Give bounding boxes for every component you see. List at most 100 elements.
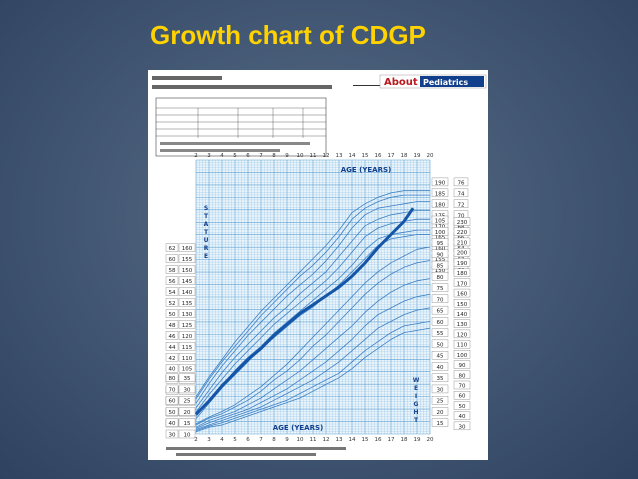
- right-weight-lb-tick-box: [453, 391, 471, 400]
- right-weight-lb-tick-label: 170: [457, 281, 468, 287]
- left-weight-lb-tick-box: [165, 418, 179, 427]
- weight-percentile-5: [195, 327, 431, 433]
- right-weight-lb-tick-box: [453, 258, 471, 267]
- right-weight-lb-tick-label: 130: [457, 322, 468, 328]
- right-weight-lb-tick-box: [453, 237, 471, 247]
- x-tick-bottom: 19: [414, 437, 421, 443]
- left-weight-lb-tick-box: [165, 429, 179, 439]
- weight-percentile-95: [195, 246, 431, 425]
- x-tick-bottom: 7: [259, 437, 263, 443]
- right-weight-kg-tick-box: [431, 283, 449, 292]
- right-stature-cm-tick-box: [431, 188, 449, 198]
- left-weight-kg-tick-box: [178, 373, 196, 382]
- chart-labels: 2 2 3 3 4 4 5 5 6 6 7 7 8 8 9 9 10 10 11 11 12 12 13 13 14 14 15 15…: [194, 153, 434, 443]
- right-weight-lb-tick-box: [453, 299, 471, 308]
- x-tick-bottom: 15: [362, 437, 369, 443]
- weight-label-letter: H: [413, 409, 418, 416]
- weight-label-letter: W: [413, 377, 420, 384]
- header-scribble-1: [152, 76, 222, 80]
- x-tick-bottom: 2: [194, 437, 198, 443]
- right-weight-kg-tick-box: [431, 407, 449, 416]
- stature-label-letter: S: [204, 205, 208, 212]
- left-stature-cm-tick-label: 155: [182, 257, 193, 263]
- left-stature-cm-tick-box: [178, 364, 196, 373]
- x-tick-bottom: 8: [272, 437, 276, 443]
- right-weight-kg-tick-label: 90: [437, 252, 444, 258]
- x-tick-top: 11: [310, 153, 317, 159]
- right-weight-kg-tick-box: [431, 396, 449, 405]
- bmi-formula-scribble: [160, 142, 310, 145]
- left-stature-cm-tick-box: [178, 254, 196, 263]
- left-weight-kg-tick-label: 25: [184, 399, 191, 405]
- right-weight-kg-tick-box: [431, 294, 449, 303]
- x-axis-bottom-title: AGE (YEARS): [273, 424, 323, 432]
- right-stature-cm-tick-label: 180: [435, 202, 446, 208]
- x-tick-bottom: 17: [388, 437, 395, 443]
- right-weight-lb-tick-box: [453, 319, 471, 328]
- left-stature-cm-tick-label: 120: [182, 334, 193, 340]
- x-tick-top: 17: [388, 153, 395, 159]
- left-stature-cm-tick-box: [178, 353, 196, 362]
- x-tick-top: 13: [336, 153, 343, 159]
- stature-table: [155, 97, 327, 157]
- x-tick-top: 3: [207, 153, 211, 159]
- footer-scribble: [166, 447, 346, 450]
- chart-grid: [195, 159, 431, 435]
- x-tick-bottom: 11: [310, 437, 317, 443]
- patient-curve: [194, 207, 415, 416]
- right-weight-kg-tick-label: 50: [437, 342, 444, 348]
- right-stature-in-tick-label: 76: [458, 180, 465, 186]
- right-weight-lb-tick-box: [453, 360, 471, 369]
- chart-tick-boxes: 6260585654525048464442403836343230160155…: [165, 177, 471, 439]
- right-weight-lb-tick-box: [453, 421, 471, 431]
- right-weight-lb-tick-label: 150: [457, 302, 468, 308]
- right-weight-kg-tick-label: 70: [437, 297, 444, 303]
- x-tick-top: 16: [375, 153, 382, 159]
- right-weight-lb-tick-label: 180: [457, 271, 468, 277]
- left-weight-kg-tick-label: 20: [184, 410, 191, 416]
- left-weight-lb-tick-label: 80: [169, 376, 176, 382]
- x-tick-top: 9: [285, 153, 289, 159]
- right-stature-in-tick-label: 74: [458, 191, 465, 197]
- right-weight-kg-tick-box: [431, 272, 449, 281]
- right-weight-lb-tick-label: 230: [457, 220, 468, 226]
- left-stature-cm-tick-label: 150: [182, 268, 193, 274]
- weight-percentile-25: [195, 307, 431, 430]
- left-weight-lb-tick-box: [165, 384, 179, 394]
- left-stature-in-tick-label: 46: [169, 334, 176, 340]
- left-stature-cm-tick-label: 125: [182, 323, 193, 329]
- x-tick-top: 19: [414, 153, 421, 159]
- footer-scribble: [176, 453, 316, 456]
- right-stature-cm-tick-label: 190: [435, 180, 446, 186]
- right-weight-kg-tick-label: 85: [437, 264, 444, 270]
- left-weight-lb-tick-label: 30: [169, 433, 176, 439]
- right-weight-kg-tick-box: [431, 317, 449, 326]
- right-weight-lb-tick-box: [453, 329, 471, 339]
- left-stature-in-tick-box: [165, 254, 179, 263]
- stature-percentile-5: [195, 234, 430, 419]
- right-weight-lb-tick-box: [453, 248, 471, 257]
- right-weight-kg-tick-box: [431, 373, 449, 382]
- stature-label-letter: A: [204, 221, 209, 228]
- right-weight-kg-tick-label: 75: [437, 286, 444, 292]
- right-weight-lb-tick-label: 110: [457, 343, 468, 349]
- about-logo-section: Pediatrics: [423, 78, 468, 87]
- left-weight-kg-tick-box: [178, 396, 196, 405]
- right-weight-lb-tick-box: [453, 278, 471, 287]
- stature-label-letter: T: [204, 213, 209, 220]
- right-weight-lb-tick-box: [453, 350, 471, 359]
- stature-label-letter: T: [204, 229, 209, 236]
- right-weight-lb-tick-label: 80: [459, 373, 466, 379]
- left-stature-in-tick-box: [165, 353, 179, 362]
- right-stature-cm-tick-label: 185: [435, 191, 446, 197]
- left-stature-cm-tick-box: [178, 265, 196, 274]
- x-tick-bottom: 6: [246, 437, 250, 443]
- x-tick-top: 20: [427, 153, 434, 159]
- right-weight-lb-tick-box: [453, 268, 471, 277]
- stature-percentile-75: [195, 201, 430, 404]
- right-weight-lb-tick-label: 140: [457, 312, 468, 318]
- left-stature-cm-tick-box: [178, 287, 196, 296]
- right-weight-kg-tick-label: 35: [437, 376, 444, 382]
- left-weight-lb-tick-label: 40: [169, 421, 176, 427]
- x-tick-bottom: 4: [220, 437, 224, 443]
